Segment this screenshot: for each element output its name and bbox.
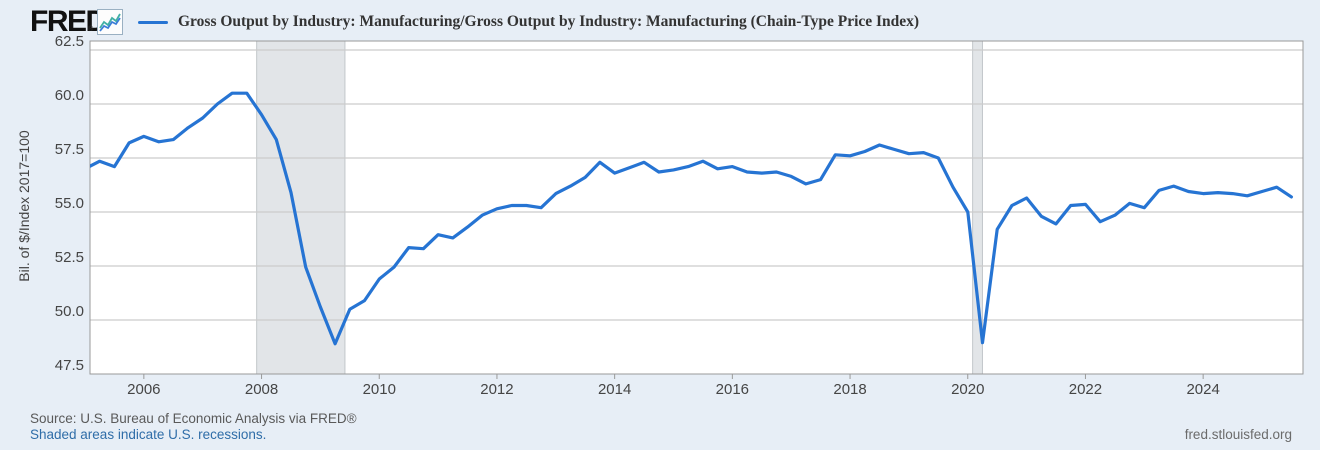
x-tick-label: 2018 [833, 381, 866, 398]
y-tick-label: 52.5 [55, 249, 84, 266]
y-tick-label: 55.0 [55, 195, 84, 212]
y-tick-label: 62.5 [55, 33, 84, 50]
sparkline-icon-graphic [99, 13, 121, 32]
y-tick-label: 47.5 [55, 357, 84, 374]
x-tick-label: 2012 [480, 381, 513, 398]
x-tick-label: 2014 [598, 381, 631, 398]
y-tick-label: 60.0 [55, 87, 84, 104]
recession-band [972, 41, 983, 374]
source-text: Source: U.S. Bureau of Economic Analysis… [30, 411, 357, 426]
y-tick-label: 50.0 [55, 303, 84, 320]
x-tick-label: 2016 [716, 381, 749, 398]
series-legend-label[interactable]: Gross Output by Industry: Manufacturing/… [178, 13, 920, 30]
fred-logo: FRED [30, 5, 107, 38]
plot-border [89, 40, 1304, 375]
fred-sparkline-icon[interactable] [97, 9, 123, 35]
recession-note-link[interactable]: Shaded areas indicate U.S. recessions. [30, 427, 267, 442]
chart-legend: Gross Output by Industry: Manufacturing/… [138, 12, 919, 32]
x-tick-label: 2020 [951, 381, 984, 398]
fred-url[interactable]: fred.stlouisfed.org [1184, 427, 1292, 442]
y-tick-label: 57.5 [55, 141, 84, 158]
x-tick-label: 2024 [1186, 381, 1219, 398]
x-tick-label: 2010 [363, 381, 396, 398]
registered-trademark-mark: ® [88, 26, 94, 33]
x-tick-label: 2022 [1069, 381, 1102, 398]
data-series-line [90, 91, 1294, 346]
x-tick-label: 2008 [245, 381, 278, 398]
series-color-swatch [138, 20, 168, 24]
x-tick-label: 2006 [127, 381, 160, 398]
recession-band [256, 41, 345, 374]
